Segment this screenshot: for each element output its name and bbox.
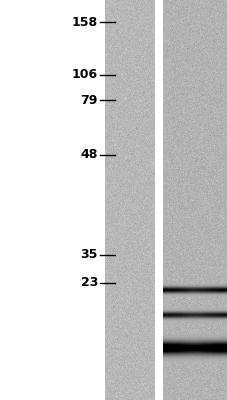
Text: 35: 35: [80, 248, 98, 262]
Text: 79: 79: [80, 94, 98, 106]
Text: 106: 106: [72, 68, 98, 82]
Text: 48: 48: [80, 148, 98, 162]
Bar: [154, 0, 162, 400]
Text: 158: 158: [72, 16, 98, 28]
Text: 23: 23: [80, 276, 98, 290]
